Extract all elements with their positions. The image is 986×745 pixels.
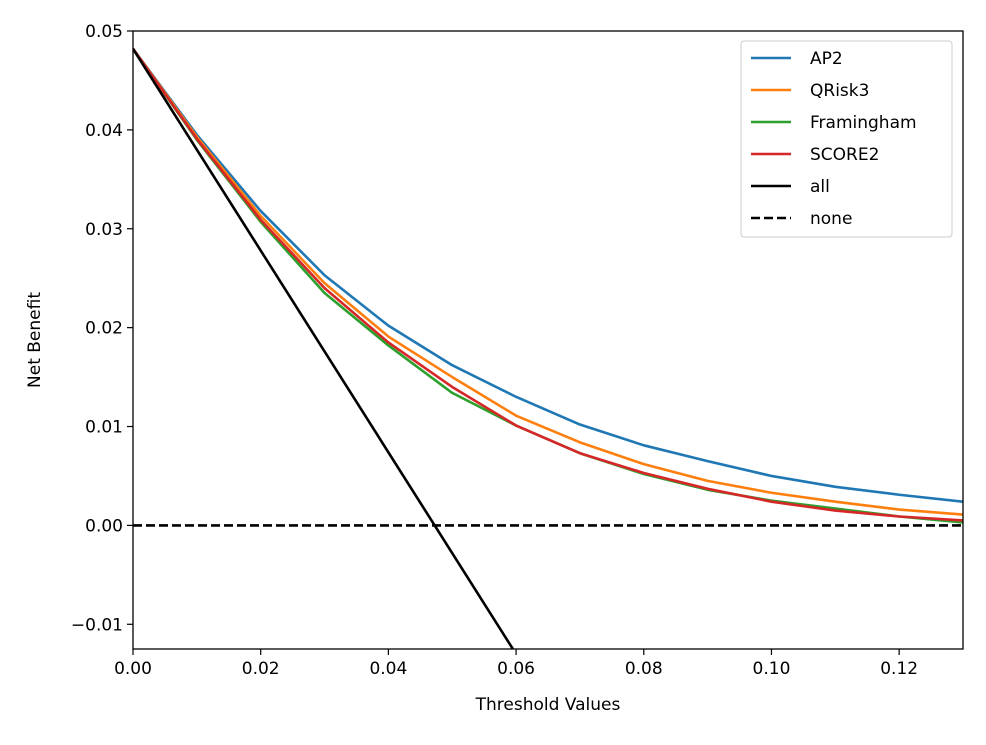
y-tick-label: 0.02: [85, 319, 123, 339]
series-line-qrisk3: [133, 48, 963, 516]
y-tick-label: 0.05: [85, 22, 123, 42]
legend-box: [740, 40, 953, 238]
x-tick-label: 0.04: [369, 659, 407, 679]
x-tick-label: 0.02: [242, 659, 280, 679]
legend-label-none: none: [810, 209, 852, 229]
x-tick-label: 0.12: [880, 659, 918, 679]
legend-label-score2: SCORE2: [810, 145, 879, 165]
x-tick-label: 0.10: [753, 659, 791, 679]
y-axis-label: Net Benefit: [25, 292, 45, 388]
legend-label-ap2: AP2: [810, 49, 843, 69]
series-line-score2: [133, 48, 963, 522]
series-layer: [133, 48, 963, 649]
x-axis-label: Threshold Values: [475, 695, 621, 715]
y-tick-label: 0.00: [85, 516, 123, 536]
x-tick-label: 0.08: [625, 659, 663, 679]
series-line-all: [133, 48, 514, 649]
plot-frame: [132, 30, 964, 650]
x-tick-label: 0.06: [497, 659, 535, 679]
y-tick-label: 0.01: [85, 418, 123, 438]
legend-label-qrisk3: QRisk3: [810, 81, 869, 101]
legend-label-all: all: [810, 177, 830, 197]
y-axis: −0.01 0.00 0.01 0.02 0.03 0.04 0.05: [71, 22, 133, 635]
series-line-ap2: [133, 48, 963, 503]
y-tick-label: 0.04: [85, 121, 123, 141]
y-tick-label: 0.03: [85, 220, 123, 240]
x-tick-label: 0.00: [114, 659, 152, 679]
y-tick-label: −0.01: [71, 615, 123, 635]
legend: AP2 QRisk3 Framingham SCORE2 all none: [740, 40, 953, 238]
x-axis: 0.00 0.02 0.04 0.06 0.08 0.10 0.12: [114, 649, 918, 679]
legend-label-framingham: Framingham: [810, 113, 917, 133]
